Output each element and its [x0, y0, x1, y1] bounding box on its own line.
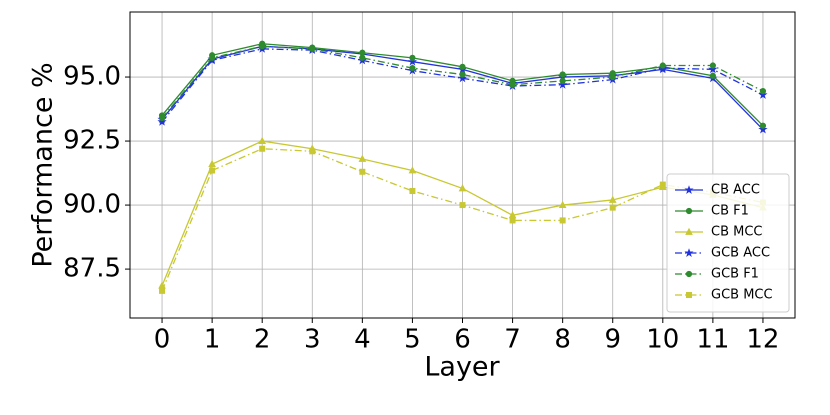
marker — [709, 62, 716, 69]
legend-marker — [684, 248, 694, 257]
marker — [209, 167, 216, 174]
marker — [359, 49, 366, 56]
legend: CB ACC CB F1 CB MCC GCB ACC GCB F1 GCB MCC — [666, 173, 790, 313]
marker — [309, 45, 316, 52]
marker — [209, 54, 216, 61]
legend-label: GCB F1 — [711, 267, 759, 282]
marker — [709, 72, 716, 79]
x-tick-label: 0 — [154, 325, 171, 355]
y-tick-label: 95.0 — [63, 62, 121, 92]
marker — [457, 73, 468, 83]
marker — [557, 79, 568, 89]
marker — [708, 64, 718, 74]
legend-label: CB ACC — [711, 183, 760, 198]
x-tick-label: 8 — [554, 325, 571, 355]
marker — [358, 154, 367, 162]
marker — [459, 202, 466, 209]
x-tick-label: 5 — [404, 325, 421, 355]
x-tick-label: 11 — [696, 325, 729, 355]
marker — [409, 54, 416, 61]
x-tick-label: 3 — [304, 325, 321, 355]
x-tick-label: 2 — [254, 325, 271, 355]
marker — [559, 77, 566, 84]
marker — [759, 88, 767, 95]
y-tick-label: 87.5 — [63, 254, 121, 284]
marker — [759, 122, 767, 129]
legend-marker — [686, 292, 692, 298]
x-tick-label: 7 — [504, 325, 521, 355]
y-tick-label: 92.5 — [63, 126, 121, 156]
marker — [509, 81, 516, 88]
marker — [407, 56, 418, 66]
x-tick-label: 10 — [646, 325, 679, 355]
marker — [758, 124, 768, 134]
marker — [159, 287, 166, 294]
legend-marker — [685, 227, 693, 235]
marker — [459, 63, 466, 70]
marker — [259, 43, 266, 50]
marker — [309, 148, 316, 155]
marker — [659, 181, 666, 188]
plot-frame — [129, 11, 796, 319]
marker — [409, 64, 416, 72]
y-axis-label: Performance % — [28, 62, 59, 267]
marker — [258, 136, 267, 144]
legend-label: CB MCC — [711, 225, 763, 240]
marker — [157, 117, 167, 126]
marker — [608, 195, 617, 203]
marker — [559, 217, 566, 224]
legend-label: CB F1 — [711, 204, 749, 219]
marker — [609, 73, 616, 81]
x-tick-label: 12 — [746, 325, 779, 355]
marker — [208, 159, 216, 168]
marker — [558, 200, 567, 208]
legend-marker — [684, 185, 694, 194]
x-tick-label: 1 — [204, 325, 221, 355]
legend-label: GCB ACC — [711, 246, 770, 261]
x-tick-label: 6 — [454, 325, 471, 355]
marker — [409, 187, 416, 194]
marker — [509, 217, 516, 224]
x-axis-label: Layer — [424, 352, 500, 383]
marker — [758, 90, 768, 99]
marker — [609, 204, 616, 211]
marker — [459, 71, 466, 78]
legend-marker — [685, 270, 693, 278]
legend-label: GCB MCC — [711, 288, 773, 303]
legend-marker — [685, 207, 693, 215]
marker — [659, 62, 666, 69]
marker — [359, 54, 366, 61]
legend-box — [666, 173, 790, 313]
x-tick-label: 4 — [354, 325, 371, 355]
marker — [559, 71, 566, 78]
marker — [359, 168, 366, 175]
marker — [408, 166, 417, 174]
y-tick-label: 90.0 — [63, 190, 121, 220]
marker — [259, 145, 266, 152]
marker — [158, 114, 166, 122]
x-tick-label: 9 — [604, 325, 621, 355]
marker — [458, 184, 467, 192]
